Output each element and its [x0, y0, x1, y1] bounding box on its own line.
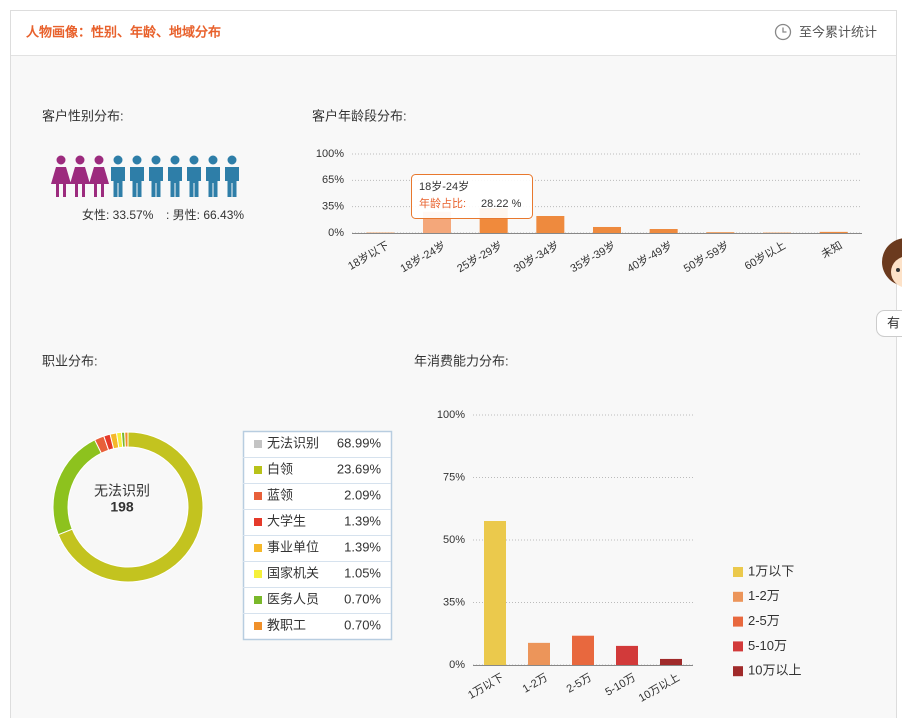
legend-label: 蓝领	[267, 487, 293, 502]
bar	[572, 635, 594, 665]
tooltip-box	[411, 174, 533, 219]
person-icon	[225, 155, 239, 197]
legend-value: 1.05%	[344, 565, 381, 580]
header-title: 人物画像：性别、年龄、地域分布	[26, 24, 221, 39]
bar	[536, 215, 565, 233]
panel	[10, 10, 897, 718]
legend-value: 2.09%	[344, 487, 381, 502]
legend-swatch	[733, 591, 743, 602]
person-icon	[111, 155, 125, 197]
y-tick-label: 100%	[316, 148, 344, 160]
legend-label: 白领	[267, 461, 293, 476]
legend-label: 大学生	[267, 513, 306, 528]
bar	[484, 521, 506, 665]
legend-swatch	[733, 666, 743, 677]
legend-label: 1万以下	[748, 563, 794, 578]
bar	[528, 642, 550, 665]
legend-label: 10万以上	[748, 663, 801, 678]
y-tick-label: 65%	[322, 174, 344, 186]
legend-swatch	[733, 641, 743, 652]
tooltip-title: 18岁-24岁	[419, 179, 469, 193]
bar	[593, 226, 621, 233]
header-bg	[11, 11, 896, 55]
legend-value: 1.39%	[344, 513, 381, 528]
y-tick-label: 50%	[443, 534, 465, 546]
legend-value: 1.39%	[344, 539, 381, 554]
gender-label: : 男性: 66.43%	[166, 208, 244, 222]
legend-label: 无法识别	[267, 435, 319, 450]
donut-segment	[124, 431, 129, 448]
bar	[819, 231, 848, 233]
legend-swatch	[254, 544, 262, 552]
person-icon	[168, 155, 182, 197]
legend-label: 事业单位	[267, 539, 319, 554]
person-icon	[130, 155, 144, 197]
bar	[706, 232, 735, 233]
donut-center-value: 198	[110, 499, 134, 515]
y-tick-label: 0%	[449, 659, 465, 671]
legend-swatch	[254, 622, 262, 630]
clock-hands	[782, 27, 787, 33]
section-title: 职业分布:	[42, 353, 98, 368]
person-icon	[149, 155, 163, 197]
legend-label: 5-10万	[748, 638, 787, 653]
y-tick-label: 35%	[322, 201, 344, 213]
legend-swatch	[733, 616, 743, 627]
gender-label: 女性: 33.57%	[82, 207, 154, 222]
tooltip-value: 28.22 %	[481, 198, 522, 210]
legend-swatch	[254, 518, 262, 526]
person-icon	[206, 155, 220, 197]
bar	[660, 658, 682, 665]
y-tick-label: 35%	[443, 596, 465, 608]
clock-icon	[774, 23, 792, 41]
person-icon	[89, 155, 109, 197]
y-tick-label: 75%	[443, 471, 465, 483]
legend-value: 23.69%	[337, 461, 382, 476]
legend-swatch	[254, 570, 262, 578]
legend-label: 医务人员	[267, 591, 319, 606]
bar	[649, 229, 678, 233]
donut-center-label: 无法识别	[94, 483, 150, 499]
side-button[interactable]	[876, 310, 902, 337]
donut-segment	[57, 431, 204, 583]
y-tick-label: 0%	[328, 227, 344, 239]
legend-swatch	[254, 466, 262, 474]
legend-label: 教职工	[267, 617, 306, 632]
legend-label: 1-2万	[748, 588, 780, 603]
legend-value: 68.99%	[337, 435, 382, 450]
avatar-face	[891, 257, 902, 287]
tooltip-label: 年龄占比:	[419, 196, 466, 210]
y-tick-label: 100%	[437, 409, 465, 421]
legend-value: 0.70%	[344, 617, 381, 632]
section-title: 年消费能力分布:	[414, 353, 509, 368]
section-title: 客户性别分布:	[42, 108, 124, 123]
legend-swatch	[254, 492, 262, 500]
legend-label: 国家机关	[267, 565, 319, 580]
header-stat: 至今累计统计	[799, 24, 877, 39]
legend-value: 0.70%	[344, 591, 381, 606]
legend-label: 2-5万	[748, 613, 780, 628]
side-button-label[interactable]: 有	[887, 315, 900, 330]
legend-swatch	[254, 440, 262, 448]
section-title: 客户年龄段分布:	[312, 108, 407, 123]
avatar-eye	[896, 268, 900, 272]
person-icon	[187, 155, 201, 197]
legend-swatch	[733, 567, 743, 577]
person-icon	[70, 155, 90, 197]
bar	[616, 645, 638, 665]
legend-swatch	[254, 596, 262, 604]
person-icon	[51, 155, 71, 197]
